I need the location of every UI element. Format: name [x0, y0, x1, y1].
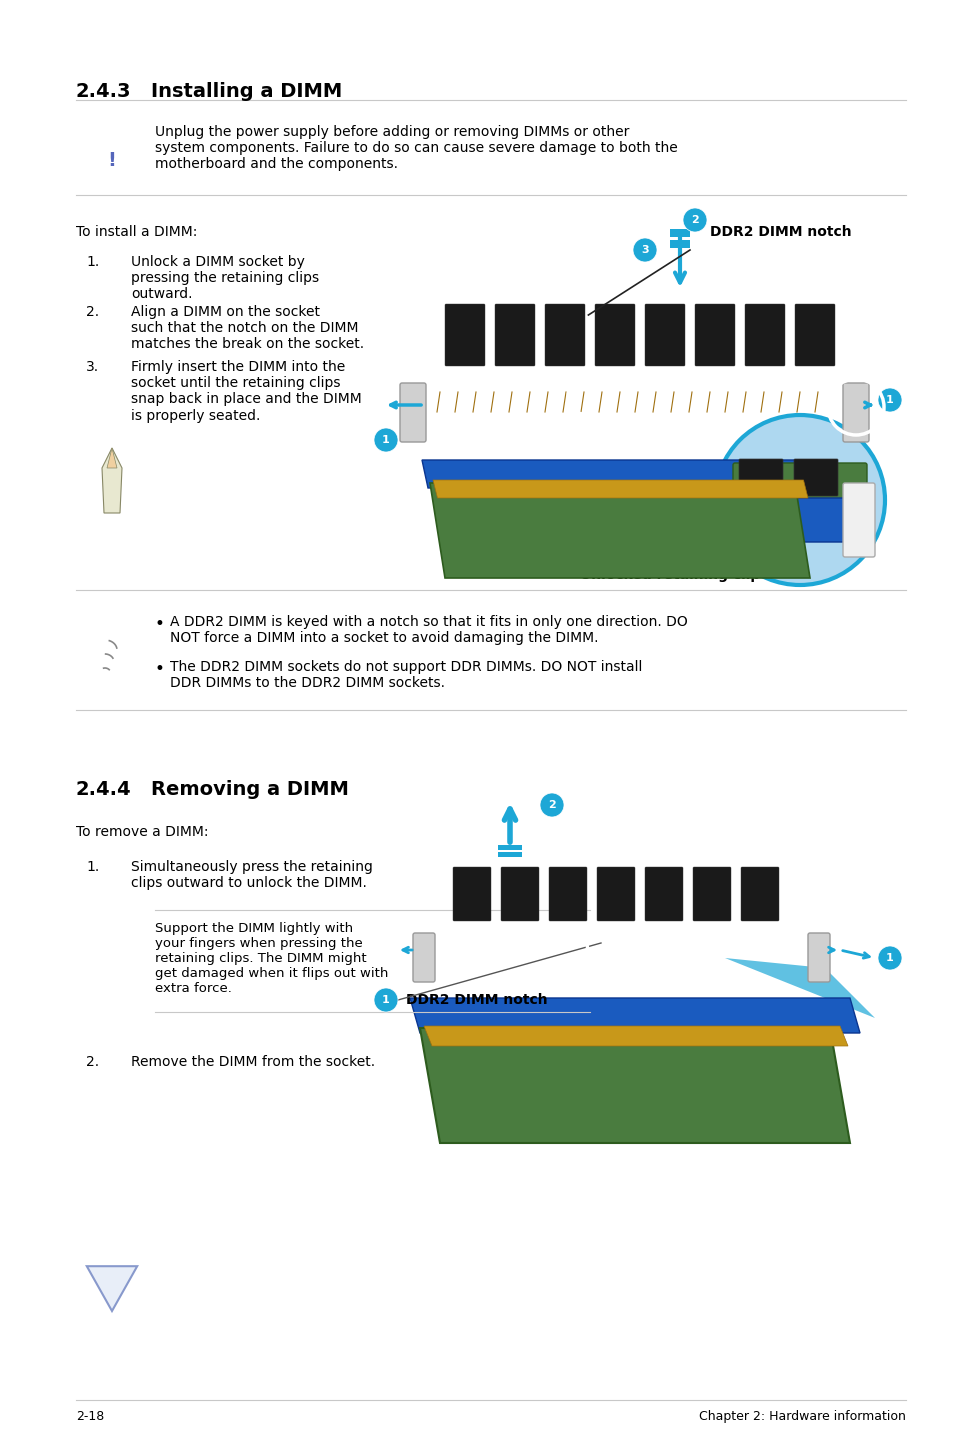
Text: A DDR2 DIMM is keyed with a notch so that it fits in only one direction. DO
NOT : A DDR2 DIMM is keyed with a notch so tha… — [170, 615, 687, 646]
Text: 1: 1 — [885, 395, 893, 406]
Text: Unlocked retaining clip: Unlocked retaining clip — [579, 568, 760, 582]
Text: Simultaneously press the retaining
clips outward to unlock the DIMM.: Simultaneously press the retaining clips… — [131, 860, 373, 890]
Text: •: • — [154, 660, 165, 677]
FancyBboxPatch shape — [497, 851, 521, 857]
Polygon shape — [423, 1025, 847, 1045]
Text: 2.4.4: 2.4.4 — [76, 779, 132, 800]
Text: 2.4.3: 2.4.3 — [76, 82, 132, 101]
Circle shape — [374, 429, 397, 452]
Text: Firmly insert the DIMM into the
socket until the retaining clips
snap back in pl: Firmly insert the DIMM into the socket u… — [131, 360, 361, 423]
FancyBboxPatch shape — [842, 483, 874, 557]
Text: •: • — [154, 615, 165, 633]
Text: Align a DIMM on the socket
such that the notch on the DIMM
matches the break on : Align a DIMM on the socket such that the… — [131, 305, 364, 351]
Text: 2-18: 2-18 — [76, 1411, 104, 1424]
Text: Remove the DIMM from the socket.: Remove the DIMM from the socket. — [131, 1055, 375, 1068]
FancyBboxPatch shape — [727, 498, 871, 542]
FancyBboxPatch shape — [544, 303, 584, 367]
Text: To install a DIMM:: To install a DIMM: — [76, 224, 197, 239]
Text: Support the DIMM lightly with
your fingers when pressing the
retaining clips. Th: Support the DIMM lightly with your finge… — [154, 922, 388, 995]
Text: 3.: 3. — [86, 360, 99, 374]
Text: 2.: 2. — [86, 305, 99, 319]
Polygon shape — [430, 483, 809, 578]
Circle shape — [374, 988, 397, 1012]
FancyBboxPatch shape — [453, 867, 491, 920]
FancyBboxPatch shape — [807, 933, 829, 982]
FancyBboxPatch shape — [444, 303, 484, 367]
Circle shape — [877, 388, 901, 413]
Circle shape — [714, 416, 884, 585]
FancyBboxPatch shape — [744, 303, 784, 367]
FancyBboxPatch shape — [497, 846, 521, 850]
Polygon shape — [107, 449, 117, 467]
FancyBboxPatch shape — [399, 383, 426, 441]
Polygon shape — [410, 998, 859, 1032]
FancyBboxPatch shape — [695, 303, 734, 367]
Polygon shape — [433, 480, 807, 498]
Circle shape — [539, 792, 563, 817]
Polygon shape — [87, 1267, 137, 1311]
Polygon shape — [102, 449, 122, 513]
FancyBboxPatch shape — [548, 867, 586, 920]
FancyBboxPatch shape — [413, 933, 435, 982]
FancyBboxPatch shape — [740, 867, 779, 920]
Text: 2: 2 — [548, 800, 556, 810]
FancyBboxPatch shape — [842, 383, 868, 441]
Text: To remove a DIMM:: To remove a DIMM: — [76, 825, 209, 838]
Text: 3: 3 — [640, 244, 648, 255]
Text: 1: 1 — [382, 995, 390, 1005]
FancyBboxPatch shape — [495, 303, 535, 367]
FancyBboxPatch shape — [669, 229, 689, 237]
Text: 2: 2 — [690, 216, 699, 224]
Text: Removing a DIMM: Removing a DIMM — [151, 779, 349, 800]
Polygon shape — [724, 958, 874, 1018]
FancyBboxPatch shape — [500, 867, 538, 920]
Text: DDR2 DIMM notch: DDR2 DIMM notch — [406, 994, 547, 1007]
FancyBboxPatch shape — [739, 459, 782, 496]
FancyBboxPatch shape — [595, 303, 635, 367]
FancyBboxPatch shape — [793, 459, 837, 496]
FancyBboxPatch shape — [644, 867, 682, 920]
Circle shape — [682, 209, 706, 232]
Text: 2.: 2. — [86, 1055, 99, 1068]
FancyBboxPatch shape — [597, 867, 635, 920]
Text: The DDR2 DIMM sockets do not support DDR DIMMs. DO NOT install
DDR DIMMs to the : The DDR2 DIMM sockets do not support DDR… — [170, 660, 641, 690]
Text: 1.: 1. — [86, 860, 99, 874]
Text: 1.: 1. — [86, 255, 99, 269]
Circle shape — [877, 946, 901, 971]
FancyBboxPatch shape — [644, 303, 684, 367]
Text: !: ! — [108, 151, 116, 170]
Text: 1: 1 — [885, 953, 893, 963]
Text: Chapter 2: Hardware information: Chapter 2: Hardware information — [699, 1411, 905, 1424]
Text: Unplug the power supply before adding or removing DIMMs or other
system componen: Unplug the power supply before adding or… — [154, 125, 677, 171]
Text: Installing a DIMM: Installing a DIMM — [151, 82, 342, 101]
Text: Unlock a DIMM socket by
pressing the retaining clips
outward.: Unlock a DIMM socket by pressing the ret… — [131, 255, 319, 302]
Text: DDR2 DIMM notch: DDR2 DIMM notch — [709, 224, 851, 239]
Circle shape — [633, 239, 657, 262]
FancyBboxPatch shape — [732, 463, 866, 512]
Text: 1: 1 — [382, 436, 390, 444]
FancyBboxPatch shape — [692, 867, 730, 920]
FancyBboxPatch shape — [669, 240, 689, 247]
Polygon shape — [419, 1028, 849, 1143]
FancyBboxPatch shape — [794, 303, 834, 367]
Polygon shape — [421, 460, 817, 487]
